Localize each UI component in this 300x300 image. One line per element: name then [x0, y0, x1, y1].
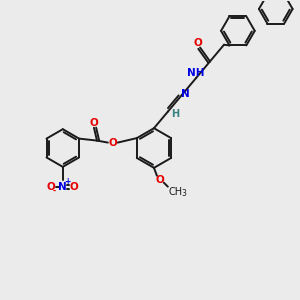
Text: O: O — [108, 138, 117, 148]
Text: +: + — [64, 177, 71, 186]
Text: O: O — [46, 182, 55, 192]
Text: -: - — [52, 187, 56, 196]
Text: O: O — [69, 182, 78, 192]
Text: NH: NH — [187, 68, 205, 78]
Text: N: N — [58, 182, 67, 192]
Text: 3: 3 — [181, 189, 186, 198]
Text: CH: CH — [169, 187, 183, 196]
Text: N: N — [181, 89, 189, 99]
Text: O: O — [90, 118, 98, 128]
Text: O: O — [155, 175, 164, 185]
Text: O: O — [194, 38, 203, 48]
Text: H: H — [171, 110, 179, 119]
